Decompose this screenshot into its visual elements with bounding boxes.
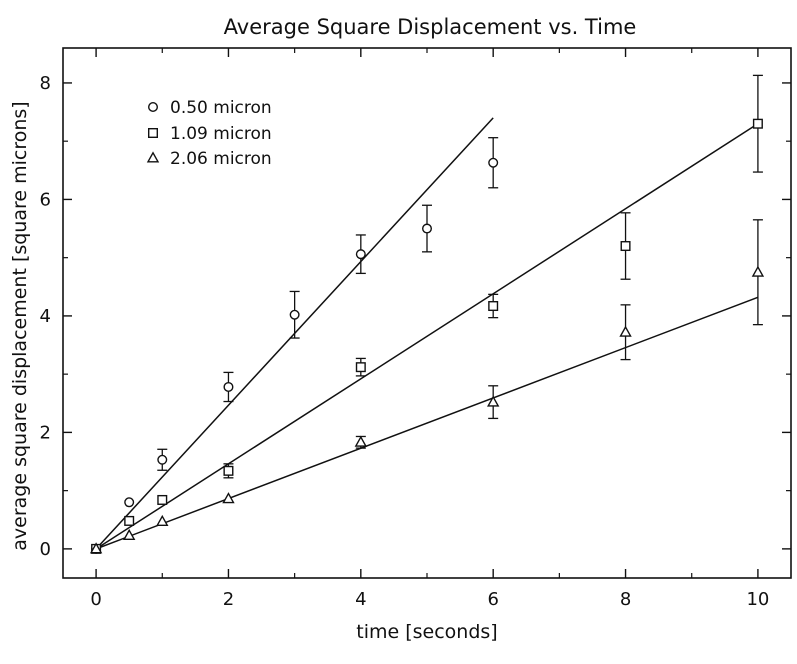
point-1-09-micron — [223, 465, 234, 476]
data-markers — [89, 118, 765, 554]
point-2-06-micron — [222, 492, 235, 504]
x-tick-label: 8 — [620, 589, 631, 610]
x-tick-label: 0 — [90, 589, 101, 610]
point-2-06-micron — [122, 528, 136, 540]
point-1-09-micron — [355, 362, 366, 373]
point-0-50-micron — [289, 309, 300, 320]
point-0-50-micron — [157, 454, 168, 465]
point-2-06-micron — [619, 325, 632, 337]
legend-marker-0-50-micron — [147, 101, 158, 112]
legend-label-1-09-micron: 1.09 micron — [170, 124, 272, 144]
point-0-50-micron — [488, 157, 499, 168]
point-0-50-micron — [422, 223, 433, 234]
y-tick-label: 6 — [40, 189, 51, 210]
point-1-09-micron — [124, 515, 135, 526]
point-1-09-micron — [620, 241, 631, 252]
x-tick-label: 10 — [746, 589, 769, 610]
x-axis: 0 2 4 6 8 10 — [90, 48, 769, 610]
point-2-06-micron — [89, 542, 103, 554]
x-tick-label: 6 — [487, 589, 498, 610]
point-0-50-micron — [124, 497, 135, 508]
legend-label-0-50-micron: 0.50 micron — [170, 98, 272, 118]
point-0-50-micron — [355, 249, 366, 260]
fit-line-1-09-micron — [95, 123, 759, 550]
y-axis: 0 2 4 6 8 — [40, 73, 791, 560]
fit-line-2-06-micron — [95, 296, 759, 550]
point-0-50-micron — [223, 381, 234, 392]
y-tick-label: 4 — [40, 306, 51, 327]
y-tick-label: 2 — [40, 422, 51, 443]
x-tick-label: 4 — [355, 589, 366, 610]
point-1-09-micron — [488, 301, 499, 312]
legend: 0.50 micron 1.09 micron 2.06 micron — [146, 98, 272, 169]
legend-marker-1-09-micron — [147, 127, 158, 138]
y-axis-label: average square displacement [square micr… — [9, 101, 31, 550]
y-tick-label: 8 — [40, 73, 51, 94]
point-2-06-micron — [486, 395, 500, 407]
point-2-06-micron — [354, 435, 368, 447]
chart-title: Average Square Displacement vs. Time — [224, 15, 637, 39]
y-tick-label: 0 — [40, 539, 51, 560]
point-1-09-micron — [752, 118, 763, 129]
point-2-06-micron — [156, 514, 169, 527]
point-2-06-micron — [751, 265, 765, 277]
legend-marker-2-06-micron — [146, 151, 160, 163]
point-1-09-micron — [157, 494, 168, 505]
x-tick-label: 2 — [223, 589, 234, 610]
fit-lines — [95, 117, 759, 550]
x-axis-label: time [seconds] — [356, 621, 497, 643]
legend-label-2-06-micron: 2.06 micron — [170, 149, 272, 169]
